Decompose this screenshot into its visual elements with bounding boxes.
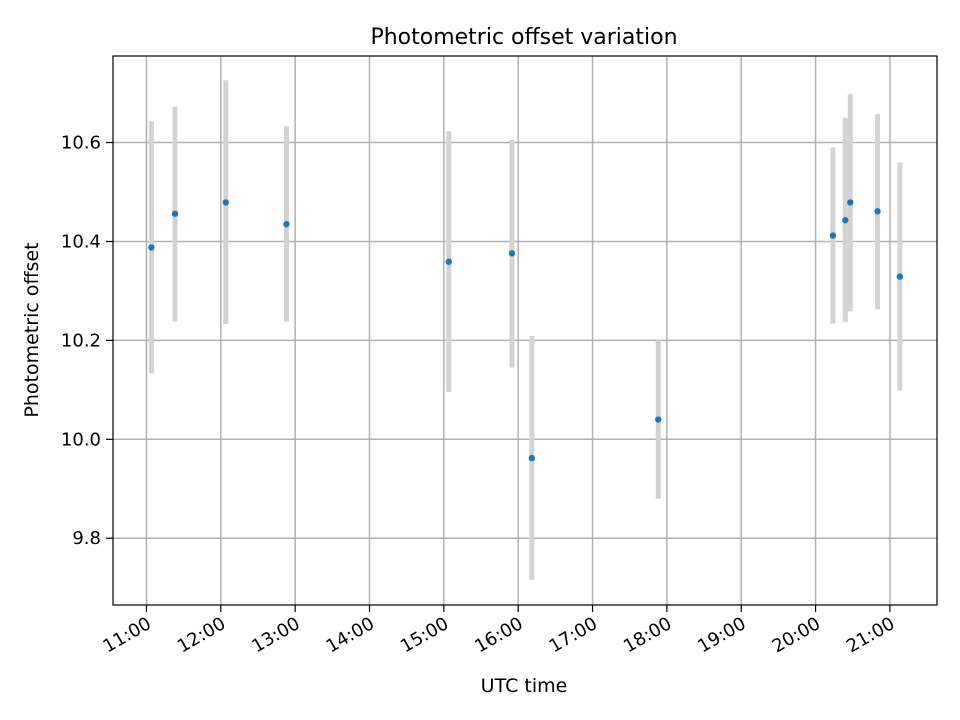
data-point bbox=[842, 217, 849, 224]
plot-frame bbox=[112, 55, 938, 606]
grid-lines bbox=[113, 56, 937, 605]
data-point bbox=[528, 454, 536, 462]
data-point bbox=[148, 244, 155, 251]
data-point bbox=[829, 232, 837, 239]
chart-title: Photometric offset variation bbox=[370, 25, 677, 50]
y-tick-label: 10.2 bbox=[61, 330, 101, 351]
y-tick-label: 10.6 bbox=[61, 133, 101, 154]
data-point bbox=[847, 199, 854, 206]
data-point bbox=[655, 416, 662, 423]
data-point bbox=[171, 210, 179, 217]
y-tick-label: 10.0 bbox=[61, 429, 101, 450]
data-point bbox=[283, 220, 290, 228]
y-axis-ticks: 9.8 10.0 10.2 10.4 10.6 bbox=[61, 133, 113, 549]
x-axis-label: UTC time bbox=[481, 675, 568, 697]
data-points bbox=[148, 199, 904, 462]
data-point bbox=[445, 258, 452, 265]
y-tick-label: 9.8 bbox=[72, 528, 101, 549]
data-point bbox=[874, 208, 881, 215]
data-point bbox=[222, 199, 229, 206]
y-tick-label: 10.4 bbox=[61, 231, 101, 252]
y-axis-label: Photometric offset bbox=[21, 242, 43, 417]
data-point bbox=[896, 273, 904, 280]
data-point bbox=[508, 250, 516, 257]
